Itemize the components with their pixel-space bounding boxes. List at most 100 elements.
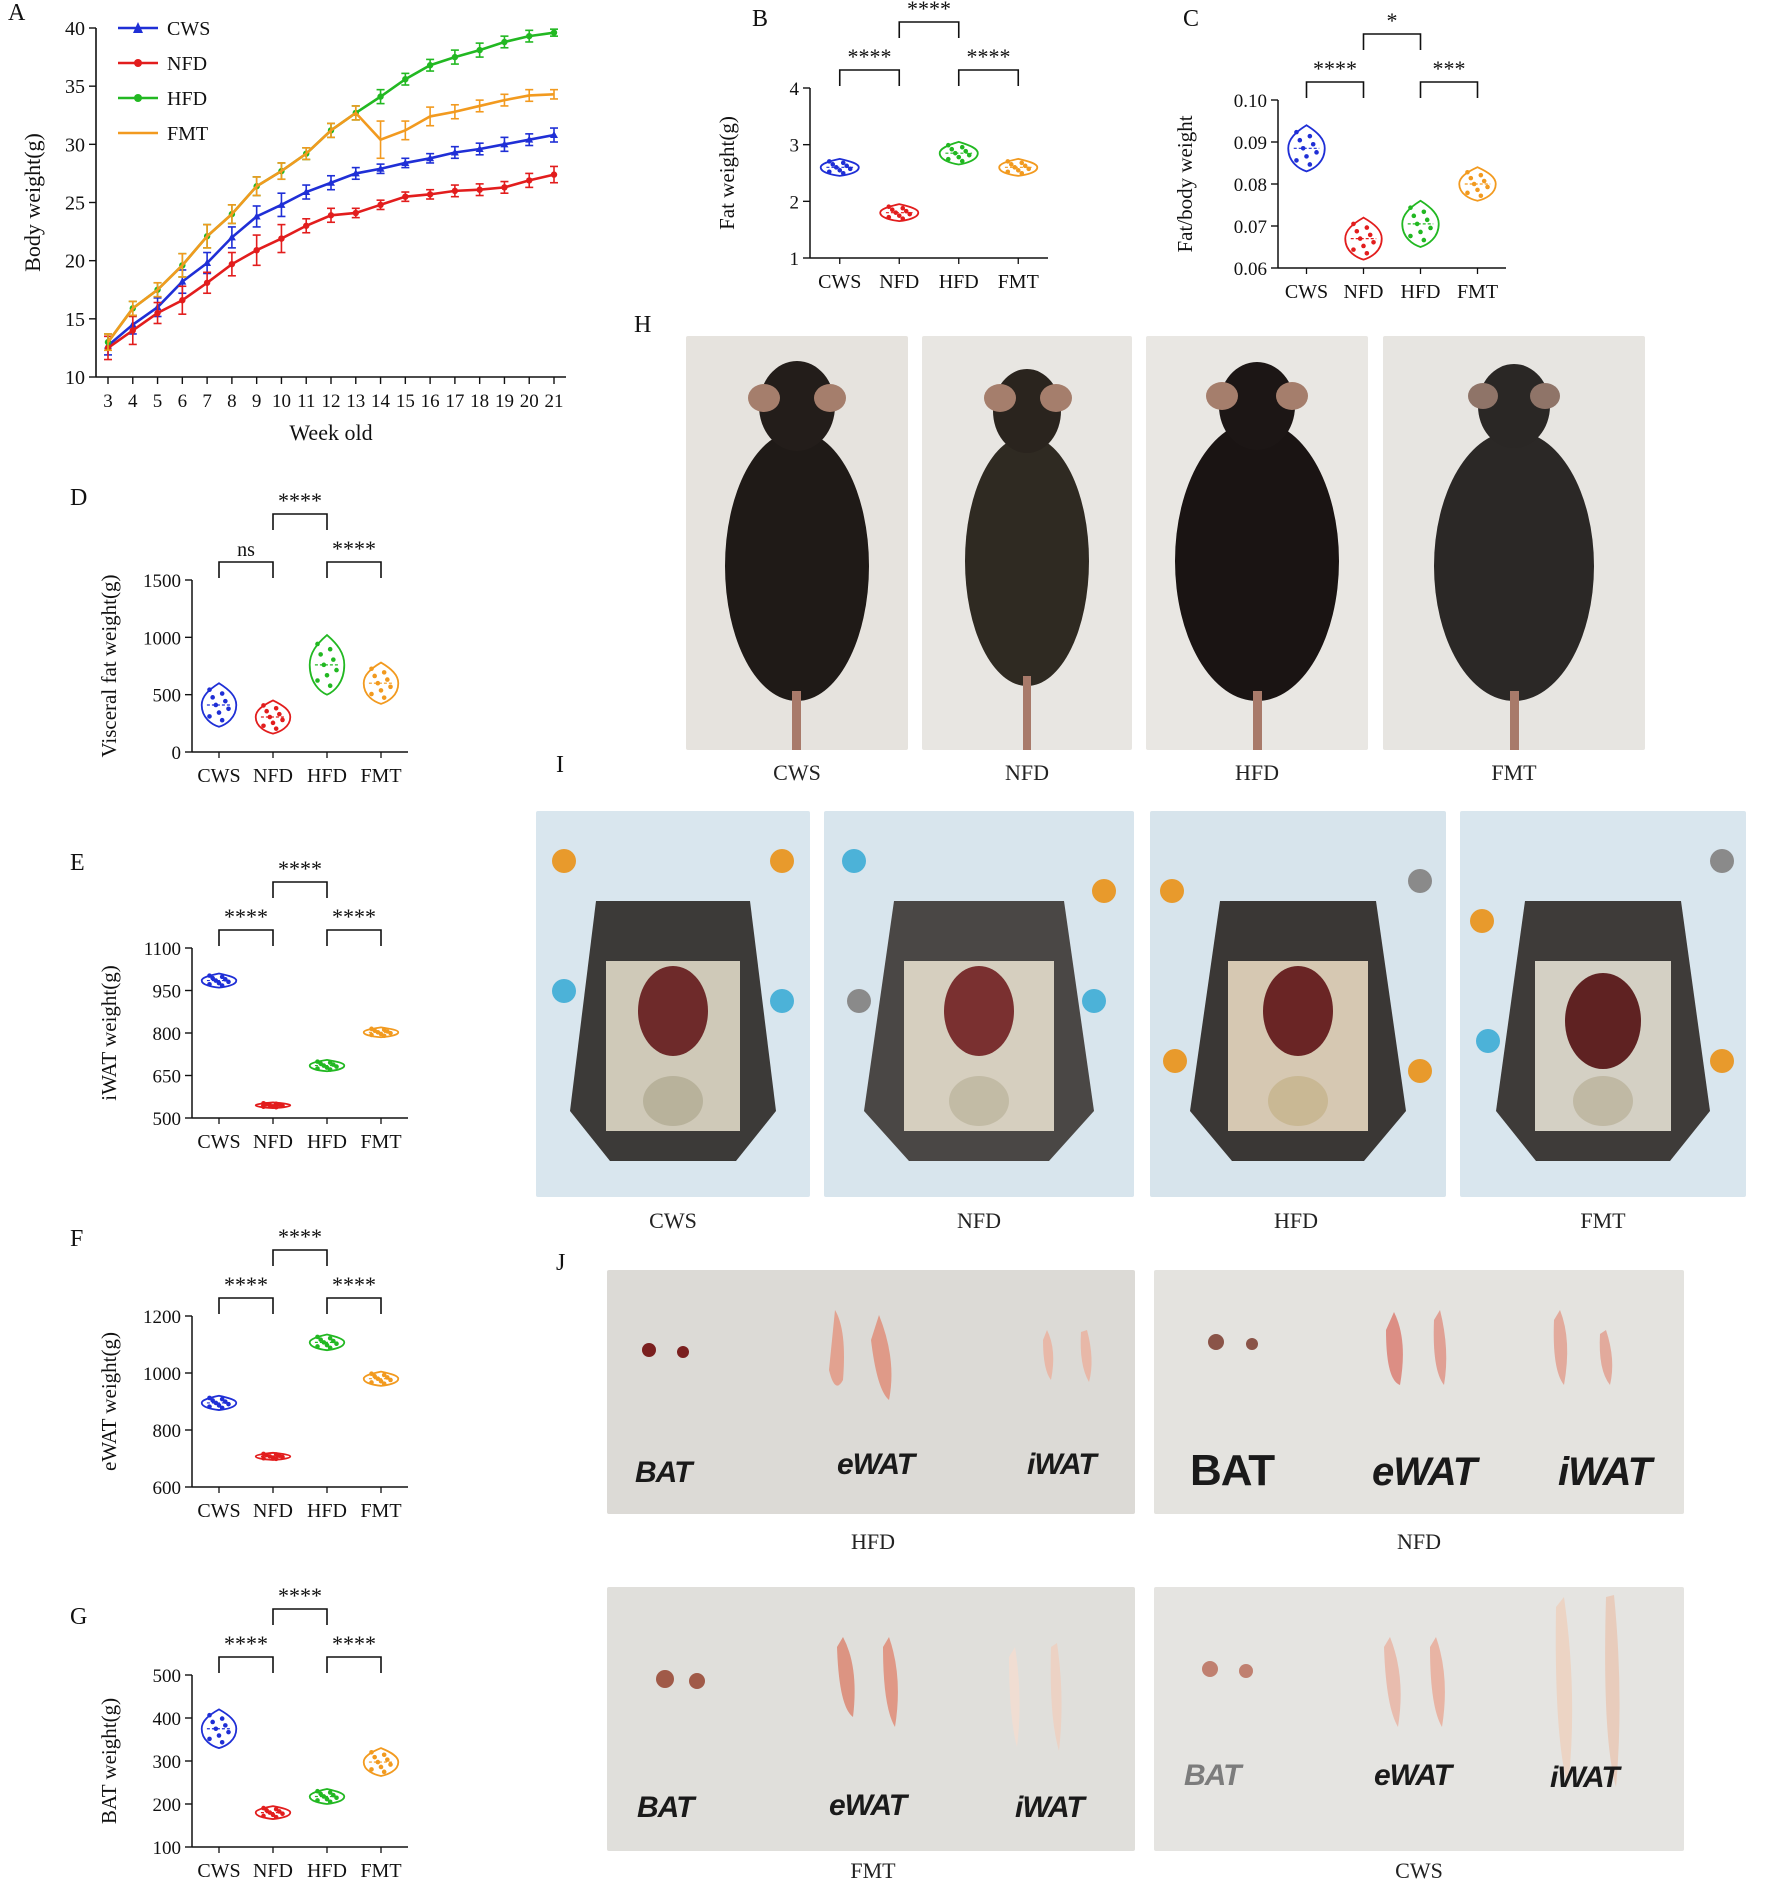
mouse-back-icon (1434, 364, 1594, 750)
violin-dot (207, 982, 212, 987)
x-tick-label: 5 (153, 391, 163, 412)
violin-dot (966, 152, 972, 158)
violin-dot (261, 1455, 266, 1461)
y-tick-label: 3 (790, 136, 800, 157)
data-point (426, 191, 434, 198)
data-point (426, 62, 434, 69)
x-tick-label-fmt: FMT (360, 1500, 401, 1522)
tissue-label-bat: BAT (635, 1456, 692, 1489)
violin-dot (213, 1400, 219, 1406)
violin-dot (315, 678, 320, 683)
data-point (179, 297, 186, 304)
violin-dot (210, 695, 215, 700)
caption-j-cws: CWS (1395, 1858, 1443, 1883)
violin-dot (321, 1340, 327, 1345)
violin-dot (1408, 205, 1413, 211)
tissue-label-bat: BAT (1184, 1759, 1241, 1792)
chart-d: D 0 500 1000 1500 Visceral fat weight(g) CWS NF… (70, 485, 408, 787)
tissue-label-iwat: iWAT (1027, 1448, 1097, 1481)
violin-dot (327, 1345, 333, 1351)
series-fmt (104, 88, 558, 352)
violin-dot (1475, 187, 1480, 193)
violin-dot (327, 1799, 333, 1805)
x-tick-label-nfd: NFD (253, 1500, 293, 1522)
violin-dot (261, 703, 266, 708)
data-point (327, 178, 335, 186)
data-point (376, 164, 385, 172)
caption-i-cws: CWS (649, 1208, 697, 1233)
violin-fmt (362, 1370, 400, 1387)
violin-dot (826, 169, 832, 175)
violin-dot (327, 646, 333, 652)
x-tick-label-fmt: FMT (360, 765, 401, 787)
violin-dot (1367, 232, 1373, 238)
violin-dot (900, 216, 906, 221)
significance-label: **** (278, 1224, 322, 1249)
x-tick-label-cws: CWS (197, 765, 240, 787)
violin-dot (1478, 193, 1484, 199)
violin-fmt (362, 1026, 400, 1039)
violin-hfd (308, 1788, 346, 1805)
violin-dot (886, 204, 892, 210)
violin-dot (1294, 129, 1299, 135)
violin-dot (324, 1342, 330, 1348)
caption-h-nfd: NFD (1004, 760, 1049, 785)
violin-dot (213, 978, 219, 983)
data-point (203, 258, 212, 266)
data-point (476, 46, 483, 54)
panel-label-g: G (70, 1604, 87, 1630)
violin-dot (893, 210, 899, 215)
y-tick-label: 950 (153, 982, 182, 1003)
x-tick-label-cws: CWS (197, 1131, 240, 1153)
violin-dot (264, 1808, 269, 1813)
y-tick-label: 400 (153, 1709, 182, 1730)
significance-label: *** (1433, 56, 1466, 81)
violin-cws (200, 972, 238, 989)
caption-j-fmt: FMT (850, 1858, 896, 1883)
significance-label: **** (224, 1272, 268, 1297)
violin-dot (273, 726, 279, 731)
legend-label-fmt: FMT (167, 123, 208, 145)
violin-fmt (362, 1747, 400, 1777)
violin-dot (1421, 209, 1427, 215)
violin-dot (267, 1810, 273, 1815)
significance-label: **** (332, 904, 376, 929)
tissue-samples-icon (642, 1310, 1092, 1400)
y-tick-label: 35 (65, 76, 85, 98)
chart-g: G 100 200 300 400 500 BAT weight(g) CWS NFD HFD FM… (70, 1583, 408, 1882)
significance-label: **** (332, 536, 376, 561)
violin-dot (959, 158, 965, 164)
violin-dot (318, 1337, 323, 1342)
violin-dot (207, 1404, 212, 1409)
significance-bracket (1305, 81, 1365, 98)
x-tick-label: 14 (371, 391, 391, 412)
violin-dot (1019, 160, 1025, 166)
y-tick-label: 300 (153, 1752, 182, 1773)
violin-dot (1005, 169, 1011, 175)
data-point (401, 158, 410, 166)
violin-dot (223, 1723, 228, 1728)
violin-fmt (1458, 166, 1497, 202)
chart-f: F 600 800 1000 1200 eWAT weight(g) CWS NFD HFD FM… (70, 1224, 408, 1522)
violin-dot (1465, 169, 1470, 175)
violin-dot (375, 680, 381, 686)
y-tick-label: 600 (153, 1478, 182, 1499)
violin-dot (219, 717, 225, 723)
violin-dot (210, 1719, 215, 1725)
violin-fmt (362, 661, 400, 705)
caption-j-hfd: HFD (850, 1529, 895, 1554)
violin-dot (1307, 162, 1313, 167)
panel-label-h: H (634, 312, 652, 338)
violin-dot (381, 1033, 387, 1039)
y-axis-label: eWAT weight(g) (97, 1332, 121, 1471)
tissue-label-ewat: eWAT (1374, 1759, 1452, 1792)
x-tick-label-nfd: NFD (1343, 281, 1383, 303)
violin-dot (388, 1030, 393, 1036)
data-point (351, 169, 360, 177)
violin-dot (1015, 168, 1021, 173)
violin-dot (213, 1726, 219, 1732)
data-point (476, 186, 483, 193)
chart-e: E 500 650 800 950 1100 iWAT weight(g) CWS NFD HFD… (70, 850, 408, 1153)
violin-dot (385, 677, 390, 682)
